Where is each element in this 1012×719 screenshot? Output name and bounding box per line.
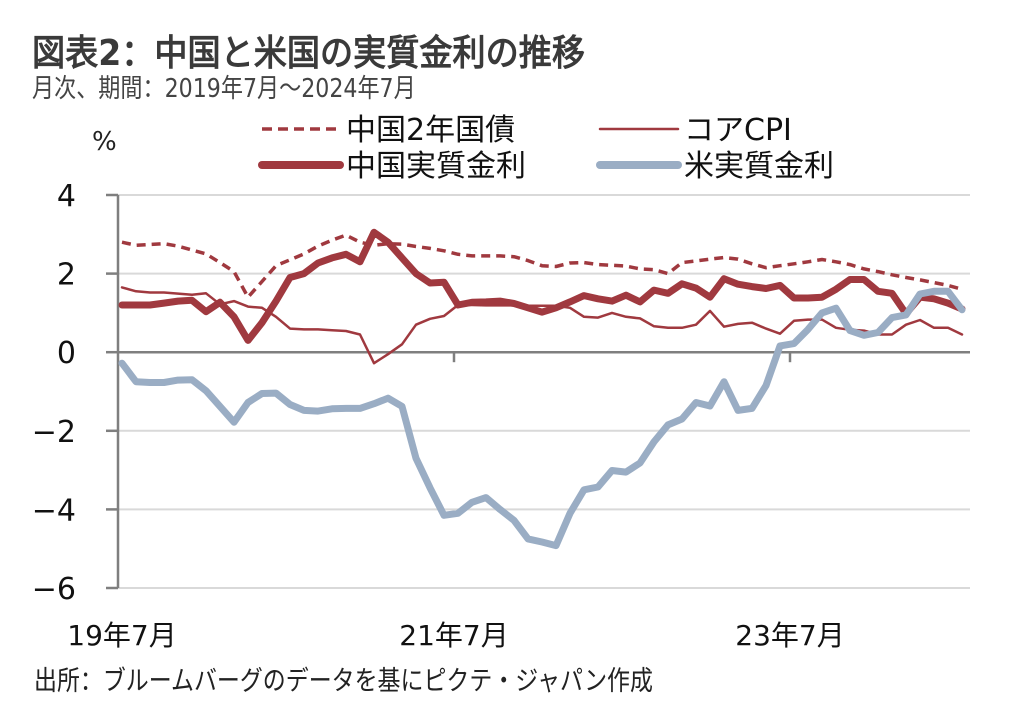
series-line-3 [118,287,966,550]
legend: 中国2年国債 コアCPI 中国実質金利 米実質金利 [258,113,834,184]
x-tick-label: 19年7月 [67,619,176,652]
y-tick-label: 2 [57,258,76,293]
x-tick-label: 21年7月 [399,619,508,652]
y-tick-label: −4 [32,493,76,528]
legend-label: 米実質金利 [684,149,834,184]
legend-label: 中国実質金利 [346,149,526,184]
y-tick-label: −2 [32,415,76,450]
legend-item: コアCPI [598,113,792,148]
series-lines [118,228,966,550]
legend-item: 米実質金利 [596,149,834,184]
legend-item: 中国2年国債 [262,113,515,148]
legend-label: コアCPI [684,113,792,148]
y-unit-label: % [92,127,117,157]
legend-item: 中国実質金利 [258,149,526,184]
y-tick-label: 4 [57,179,76,214]
axes: 4 2 0 −2 −4 −6 19年7月 21年7月 23年7月 [32,179,970,652]
legend-label: 中国2年国債 [346,113,515,148]
y-tick-label: 0 [57,336,76,371]
y-tick-label: −6 [32,572,76,607]
x-tick-label: 23年7月 [735,619,844,652]
series-line-0 [121,233,963,299]
series-line-1 [120,286,964,365]
gridlines [118,194,970,589]
chart-subtitle: 月次、期間：2019年7月～2024年7月 [32,74,416,104]
series-line-2 [118,228,966,344]
source-note: 出所：ブルームバーグのデータを基にピクテ・ジャパン作成 [34,666,653,697]
chart-title: 図表2：中国と米国の実質金利の推移 [32,33,585,74]
